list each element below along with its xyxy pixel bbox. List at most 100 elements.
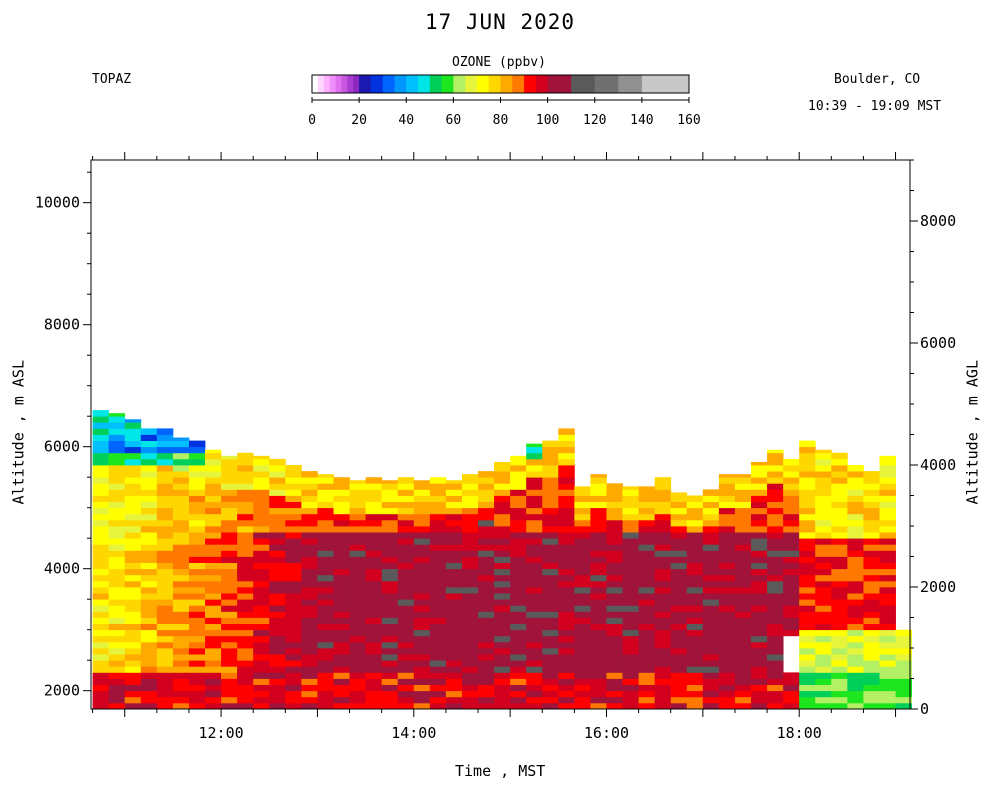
heatmap-cell xyxy=(285,465,302,472)
heatmap-cell xyxy=(863,672,880,679)
heatmap-cell xyxy=(815,678,832,685)
heatmap-cell xyxy=(847,513,864,521)
heatmap-cell xyxy=(799,629,816,637)
heatmap-cell xyxy=(702,641,720,649)
heatmap-cell xyxy=(92,422,110,429)
heatmap-cell xyxy=(317,519,334,527)
heatmap-cell xyxy=(783,465,800,472)
heatmap-cell xyxy=(429,507,447,515)
heatmap-cell xyxy=(397,532,415,539)
heatmap-cell xyxy=(365,562,383,570)
heatmap-cell xyxy=(494,461,511,466)
heatmap-cell xyxy=(879,666,896,673)
heatmap-cell xyxy=(381,495,399,502)
heatmap-cell xyxy=(445,654,463,661)
heatmap-cell xyxy=(269,654,286,661)
heatmap-cell xyxy=(863,648,880,655)
heatmap-cell xyxy=(542,617,559,624)
heatmap-cell xyxy=(92,519,110,527)
heatmap-cell xyxy=(510,605,527,612)
heatmap-cell xyxy=(413,672,431,679)
heatmap-cell xyxy=(751,678,768,685)
heatmap-cell xyxy=(172,437,190,441)
heatmap-cell xyxy=(542,580,559,588)
heatmap-cell xyxy=(269,458,286,466)
heatmap-cell xyxy=(108,532,126,539)
heatmap-cell xyxy=(397,477,415,484)
heatmap-cell xyxy=(269,513,286,521)
heatmap-cell xyxy=(188,690,206,698)
heatmap-cell xyxy=(205,574,222,582)
y-tick-label-right: 4000 xyxy=(920,456,956,474)
heatmap-cell xyxy=(702,678,720,685)
heatmap-cell xyxy=(574,513,591,521)
heatmap-cell xyxy=(526,562,543,570)
heatmap-cell xyxy=(767,629,784,637)
heatmap-cell xyxy=(397,574,415,582)
heatmap-cell xyxy=(124,660,142,667)
heatmap-cell xyxy=(172,465,190,472)
heatmap-cell xyxy=(124,599,142,606)
heatmap-cell xyxy=(124,422,142,429)
heatmap-cell xyxy=(831,648,848,655)
heatmap-cell xyxy=(510,587,527,594)
heatmap-cell xyxy=(253,623,270,631)
heatmap-cell xyxy=(863,629,880,637)
heatmap-cell xyxy=(269,562,286,570)
heatmap-cell xyxy=(156,672,174,679)
heatmap-cell xyxy=(92,483,110,490)
heatmap-cell xyxy=(172,519,190,527)
heatmap-cell xyxy=(221,568,238,576)
heatmap-cell xyxy=(799,684,816,692)
heatmap-cell xyxy=(799,477,816,484)
heatmap-cell xyxy=(285,593,302,600)
heatmap-cell xyxy=(156,666,174,673)
heatmap-cell xyxy=(799,696,816,704)
heatmap-cell xyxy=(333,513,350,521)
heatmap-cell xyxy=(461,611,479,618)
heatmap-cell xyxy=(333,489,350,496)
heatmap-cell xyxy=(558,526,575,533)
heatmap-cell xyxy=(205,623,222,631)
heatmap-cell xyxy=(140,623,158,631)
heatmap-cell xyxy=(510,599,527,606)
heatmap-cell xyxy=(654,550,672,557)
heatmap-cell xyxy=(718,684,736,692)
heatmap-cell xyxy=(590,702,607,710)
heatmap-cell xyxy=(751,461,768,466)
heatmap-cell xyxy=(92,471,110,478)
heatmap-cell xyxy=(461,513,479,521)
heatmap-cell xyxy=(767,580,784,588)
heatmap-cell xyxy=(815,489,832,496)
heatmap-cell xyxy=(413,629,431,637)
heatmap-cell xyxy=(670,519,688,527)
heatmap-cell xyxy=(429,593,447,600)
heatmap-cell xyxy=(205,654,222,661)
heatmap-cell xyxy=(429,666,447,673)
heatmap-cell xyxy=(606,611,623,618)
heatmap-cell xyxy=(92,446,110,454)
heatmap-cell xyxy=(365,617,383,624)
heatmap-cell xyxy=(365,507,383,515)
heatmap-cell xyxy=(831,684,848,692)
heatmap-cell xyxy=(831,513,848,521)
heatmap-cell xyxy=(510,702,527,710)
heatmap-cell xyxy=(237,696,254,704)
heatmap-cell xyxy=(815,519,832,527)
heatmap-cell xyxy=(574,605,591,612)
heatmap-cell xyxy=(558,672,575,679)
colorbar-swatch xyxy=(488,75,501,93)
heatmap-cell xyxy=(397,605,415,612)
heatmap-cell xyxy=(92,507,110,515)
colorbar-swatch xyxy=(571,75,596,93)
heatmap-cell xyxy=(205,641,222,649)
heatmap-cell xyxy=(140,483,158,490)
heatmap-cell xyxy=(863,605,880,612)
heatmap-cell xyxy=(461,495,479,502)
heatmap-cell xyxy=(863,507,880,515)
heatmap-cell xyxy=(847,660,864,667)
heatmap-cell xyxy=(429,623,447,631)
heatmap-cell xyxy=(429,648,447,655)
heatmap-cell xyxy=(413,562,431,570)
heatmap-cell xyxy=(574,599,591,606)
